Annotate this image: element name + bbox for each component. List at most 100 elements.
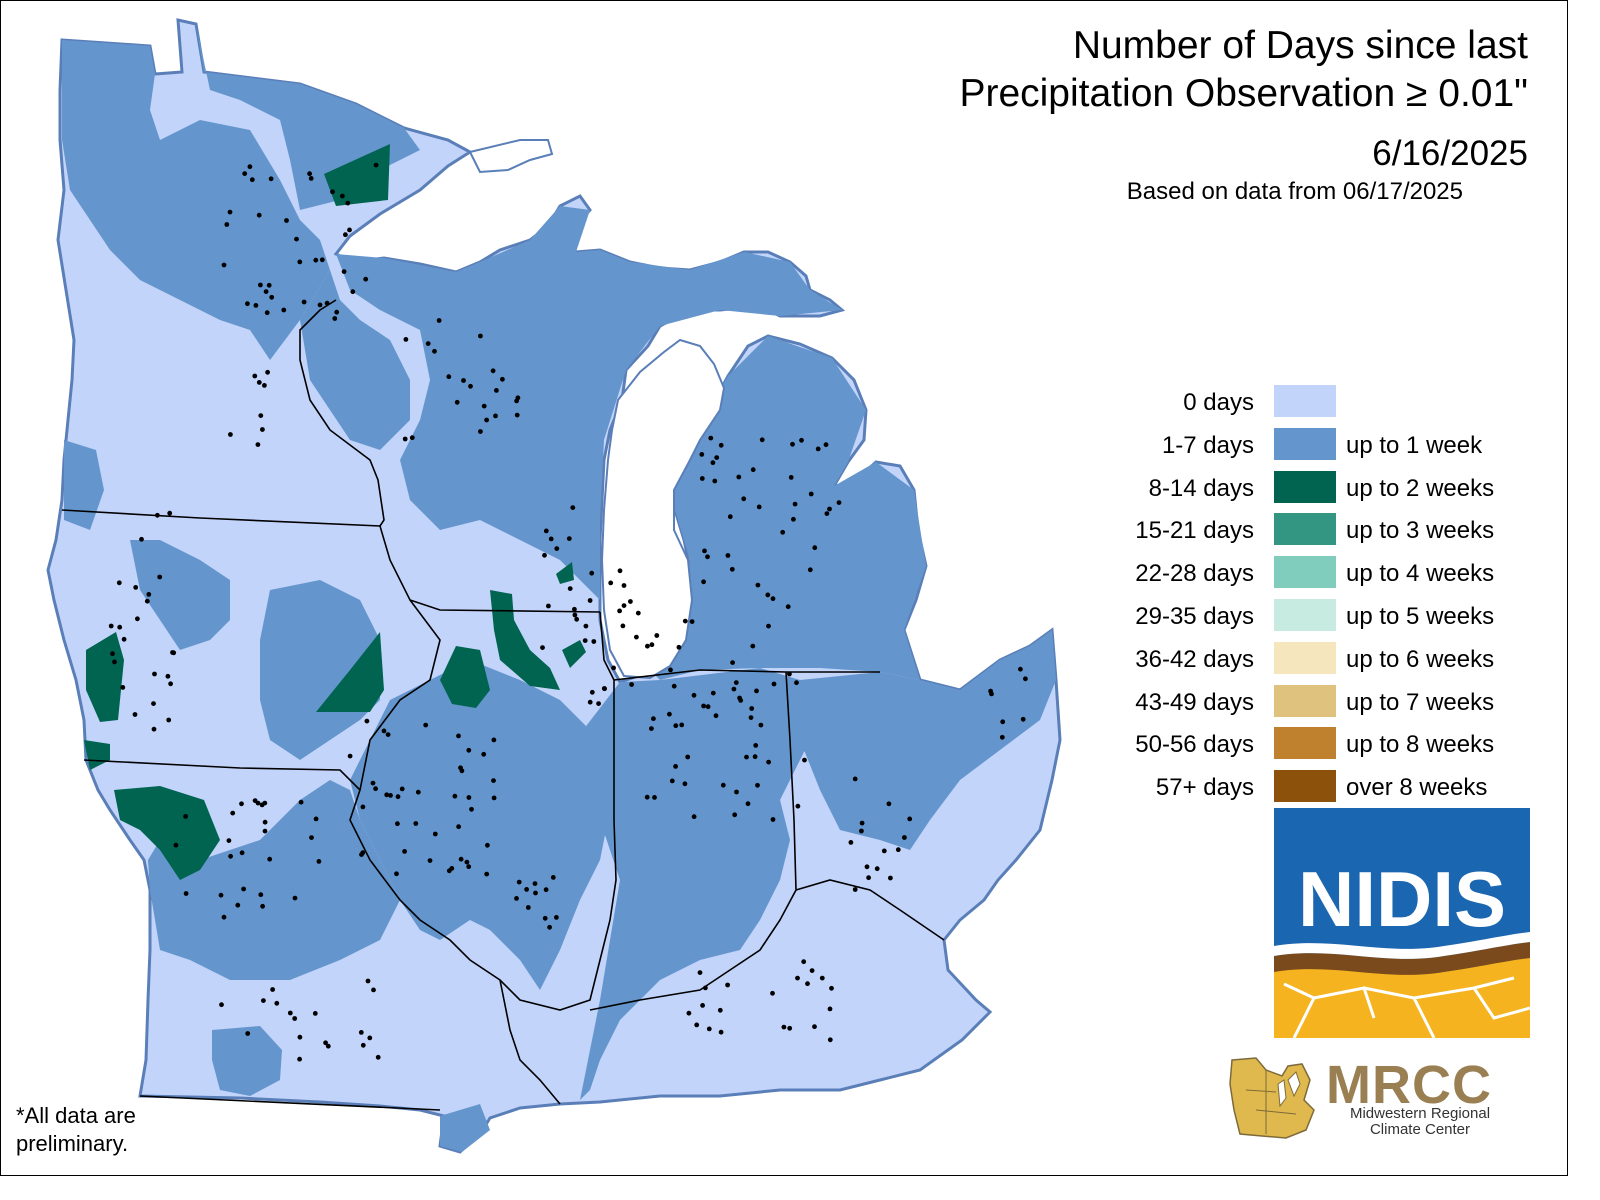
station-dot [456,824,461,830]
station-dot [895,847,901,853]
station-dot [399,786,405,792]
station-dot [702,548,707,554]
station-dot [749,706,755,711]
station-dot [705,704,711,710]
legend-description: over 8 weeks [1346,774,1488,802]
station-dot [350,289,356,295]
station-dot [461,378,466,383]
legend-description: up to 4 weeks [1346,560,1495,588]
station-dot [765,592,771,598]
legend-swatch [1274,513,1336,546]
station-dot [567,586,573,591]
station-dot [808,491,814,497]
station-dot [298,799,304,805]
station-dot [700,1003,705,1008]
station-dot [313,257,319,263]
station-dot [608,580,614,586]
station-dot [848,840,854,845]
station-dot [157,574,163,580]
station-dot [699,452,705,457]
station-dot [673,723,679,729]
station-dots [108,162,1028,1062]
station-dot [264,310,270,316]
station-dot [230,810,236,816]
station-dot [373,162,379,168]
station-dot [815,446,821,452]
station-dot [255,442,261,447]
station-dot [628,599,633,604]
midwest-map-icon [1229,1057,1315,1139]
station-dot [755,782,760,788]
station-dot [116,580,122,586]
station-dot [1018,666,1023,672]
station-dot [652,795,657,800]
station-dot [701,579,706,585]
legend-swatch [1274,770,1336,803]
station-dot [532,881,538,886]
station-dot [907,816,913,822]
station-dot [360,804,366,810]
station-dot [218,892,224,898]
station-dot [245,1031,251,1036]
station-dot [343,232,348,238]
station-dot [787,671,792,677]
station-dot [395,794,401,800]
station-dot [403,337,409,342]
station-dot [317,302,323,308]
station-dot [219,1002,224,1008]
station-dot [785,604,791,610]
legend-swatch [1274,385,1336,417]
station-dot [859,820,865,826]
station-dot [572,612,578,618]
station-dot [324,300,330,306]
station-dot [732,812,738,818]
station-dot [227,209,233,215]
station-dot [770,817,776,822]
station-dot [432,348,437,354]
station-dot [395,821,400,827]
station-dot [478,429,483,434]
station-dot [554,546,560,551]
station-dot [824,511,830,516]
station-dot [644,794,650,800]
mrcc-line-1: Midwestern Regional [1349,1105,1491,1122]
station-dot [323,1040,328,1046]
station-dot [758,722,764,728]
station-dot [582,638,588,643]
station-dot [151,726,157,732]
station-dot [691,692,697,698]
station-dot [694,1022,700,1028]
station-dot [827,506,832,512]
station-dot [247,164,253,170]
station-dot [108,623,114,629]
station-dot [714,455,720,460]
station-dot [729,566,735,572]
station-dot [546,603,551,609]
station-dot [432,831,438,837]
lake-michigan [600,338,726,680]
station-dot [260,427,265,432]
station-dot [671,683,677,689]
station-dot [686,1010,692,1016]
station-dot [427,858,433,863]
station-dot [373,786,378,792]
station-dot [364,718,370,724]
legend-row: 22-28 days up to 4 weeks [1080,556,1530,589]
station-dot [468,383,473,389]
station-dot [1000,719,1006,725]
station-dot [812,1024,817,1030]
station-dot [741,496,747,502]
station-dot [319,257,325,263]
preliminary-line-2: preliminary. [16,1131,129,1156]
station-dot [367,1035,373,1041]
station-dot [221,262,227,268]
station-dot [358,1030,364,1035]
station-dot [112,659,117,665]
two-week-regions [84,144,586,880]
station-dot [224,222,230,227]
station-dot [341,269,347,274]
station-dot [133,585,139,590]
station-dot [812,545,818,551]
station-dot [485,842,490,848]
station-dot [347,753,353,759]
